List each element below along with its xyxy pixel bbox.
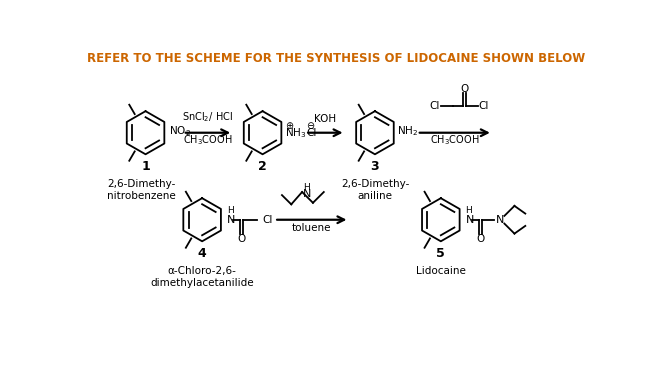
Text: N: N — [227, 215, 236, 225]
Text: O: O — [460, 84, 468, 94]
Text: CH$_3$COOH: CH$_3$COOH — [183, 133, 232, 147]
Text: N: N — [466, 215, 474, 225]
Text: CH$_3$COOH: CH$_3$COOH — [430, 133, 480, 147]
Text: N: N — [302, 189, 311, 199]
Text: KOH: KOH — [314, 114, 337, 124]
Text: 5: 5 — [436, 247, 445, 260]
Text: H: H — [303, 183, 310, 192]
Text: $\ominus$: $\ominus$ — [306, 120, 316, 131]
Text: 4: 4 — [197, 247, 207, 260]
Text: H: H — [227, 206, 234, 215]
Text: NO$_2$: NO$_2$ — [169, 124, 191, 138]
Text: H: H — [466, 206, 472, 215]
Text: O: O — [476, 234, 485, 244]
Text: REFER TO THE SCHEME FOR THE SYNTHESIS OF LIDOCAINE SHOWN BELOW: REFER TO THE SCHEME FOR THE SYNTHESIS OF… — [87, 51, 585, 64]
Text: 3: 3 — [371, 160, 379, 173]
Text: Cl: Cl — [306, 128, 316, 138]
Text: 2,6-Dimethy-
aniline: 2,6-Dimethy- aniline — [340, 179, 409, 200]
Text: SnCl$_2$/ HCl: SnCl$_2$/ HCl — [182, 110, 233, 124]
Text: Lidocaine: Lidocaine — [416, 266, 466, 276]
Text: toluene: toluene — [292, 223, 331, 233]
Text: Cl: Cl — [478, 101, 489, 111]
Text: Cl: Cl — [430, 101, 440, 111]
Text: NH$_3$: NH$_3$ — [285, 126, 306, 139]
Text: α-Chloro-2,6-
dimethylacetanilide: α-Chloro-2,6- dimethylacetanilide — [150, 266, 254, 288]
Text: $\oplus$: $\oplus$ — [285, 120, 295, 131]
Text: NH$_2$: NH$_2$ — [398, 124, 419, 138]
Text: 2: 2 — [258, 160, 267, 173]
Text: O: O — [237, 234, 246, 244]
Text: 1: 1 — [141, 160, 150, 173]
Text: 2,6-Dimethy-
nitrobenzene: 2,6-Dimethy- nitrobenzene — [108, 179, 176, 200]
Text: Cl: Cl — [262, 215, 273, 225]
Text: N: N — [497, 215, 504, 225]
